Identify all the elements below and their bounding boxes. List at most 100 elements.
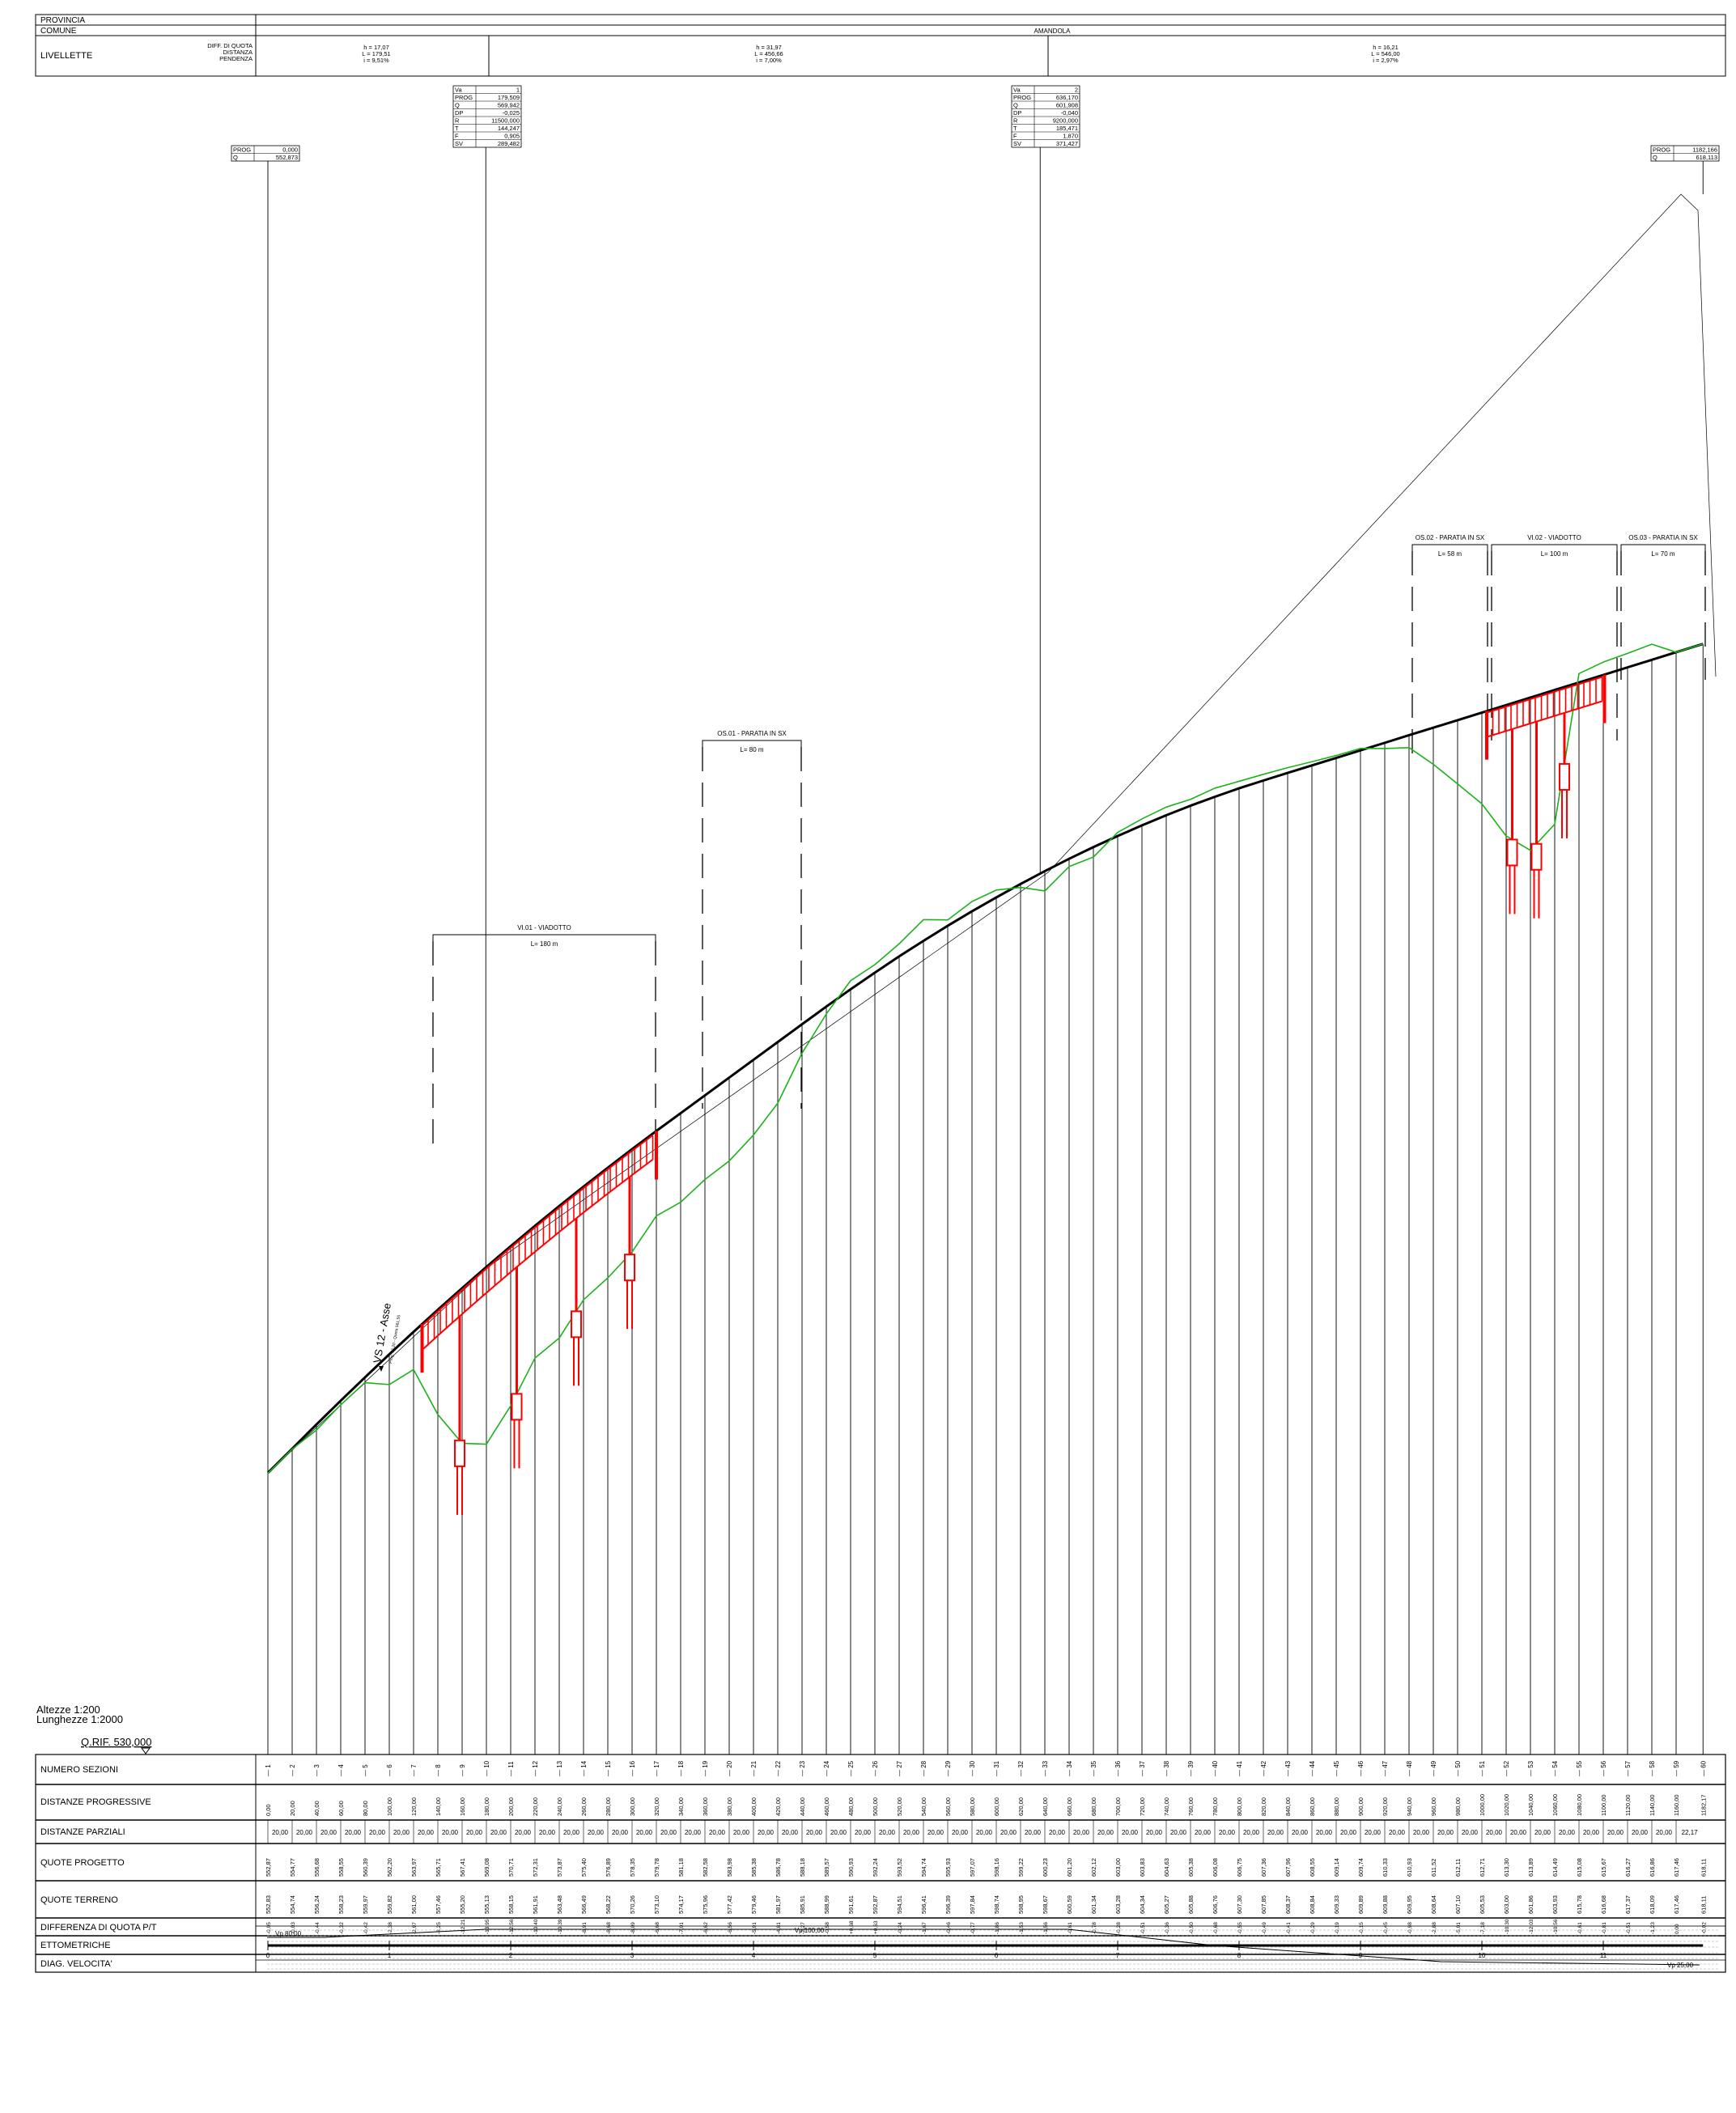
svg-text:ETTOMETRICHE: ETTOMETRICHE (40, 1941, 111, 1950)
svg-text:L = 456,66: L = 456,66 (754, 50, 783, 57)
datum-label: Q.RIF. 530,000 (81, 1736, 151, 1754)
pile (456, 1466, 458, 1515)
table-cell-partial: 20,00 (1559, 1829, 1576, 1836)
table-cell-project-height: 605,38 (1187, 1858, 1195, 1877)
table-cell-difference: -1,56 (1043, 1922, 1049, 1934)
abutment (655, 1131, 658, 1180)
table-cell-difference: -0,78 (1092, 1922, 1097, 1934)
table-cell-terrain-height: 570,26 (629, 1895, 636, 1914)
table-cell-partial: 20,00 (1510, 1829, 1527, 1836)
table-cell-partial: 20,00 (320, 1829, 337, 1836)
table-cell-partial: 20,00 (1267, 1829, 1284, 1836)
vertex-key: Va (1013, 87, 1021, 94)
pier (516, 1267, 518, 1394)
table-cell-difference: -0,24 (898, 1922, 903, 1934)
table-cell-difference: -0,98 (1407, 1922, 1413, 1934)
table-cell-project-height: 570,71 (507, 1858, 515, 1877)
table-cell-section: — 13 (556, 1760, 563, 1776)
table-cell-terrain-height: 561,91 (532, 1895, 539, 1914)
table-cell-section: — 48 (1406, 1760, 1413, 1776)
table-cell-section: — 52 (1503, 1760, 1510, 1776)
table-cell-section: — 41 (1236, 1760, 1243, 1776)
abutment (420, 1324, 424, 1373)
table-cell-difference: -5,91 (752, 1922, 758, 1934)
table-cell-partial: 20,00 (418, 1829, 435, 1836)
table-cell-progressive: 340,00 (677, 1797, 685, 1816)
table-cell-partial: 20,00 (393, 1829, 410, 1836)
table-cell-difference: -1,23 (1650, 1922, 1656, 1934)
viaduct (420, 1131, 658, 1515)
structure-name: OS.02 - PARATIA IN SX (1416, 534, 1485, 541)
vertex-key: DP (455, 109, 463, 117)
table-cell-progressive: 600,00 (993, 1797, 1000, 1816)
ettometrica-label: 7 (1116, 1952, 1120, 1959)
table-cell-section: — 51 (1479, 1760, 1486, 1776)
table-cell-terrain-height: 557,46 (435, 1895, 442, 1914)
ettometrica-label: 11 (1600, 1952, 1607, 1959)
table-cell-section: — 19 (702, 1760, 709, 1776)
table-cell-section: — 26 (872, 1760, 879, 1776)
table-cell-progressive: 880,00 (1333, 1797, 1340, 1816)
table-cell-project-height: 601,20 (1066, 1858, 1073, 1877)
table-cell-progressive: 1140,00 (1649, 1794, 1656, 1816)
table-cell-partial: 20,00 (1486, 1829, 1503, 1836)
table-cell-partial: 20,00 (1413, 1829, 1430, 1836)
vertex-key: R (1013, 117, 1018, 125)
table-cell-difference: -0,51 (1626, 1922, 1632, 1934)
table-cell-partial: 20,00 (976, 1829, 993, 1836)
vertex-value: 11500,000 (491, 117, 520, 125)
table-cell-difference: -12,03 (1529, 1919, 1534, 1934)
vertex-value: 552,873 (276, 154, 298, 161)
table-cell-progressive: 1000,00 (1479, 1794, 1486, 1816)
viaducts (420, 674, 1607, 1515)
table-cell-terrain-height: 601,86 (1527, 1895, 1534, 1914)
table-cell-terrain-height: 608,37 (1284, 1895, 1292, 1914)
pier (1535, 721, 1538, 844)
table-cell-progressive: 480,00 (847, 1797, 855, 1816)
plinth (624, 1254, 635, 1282)
table-cell-difference: -0,77 (970, 1922, 976, 1934)
table-cell-difference: -0,36 (1165, 1922, 1170, 1934)
table-cell-difference: -0,28 (1116, 1922, 1122, 1934)
table-cell-partial: 20,00 (612, 1829, 629, 1836)
vertex-key: F (455, 133, 459, 140)
table-cell-section: — 18 (677, 1760, 685, 1776)
table-cell-partial: 20,00 (1534, 1829, 1551, 1836)
svg-text:QUOTE PROGETTO: QUOTE PROGETTO (40, 1858, 125, 1868)
table-cell-project-height: 609,14 (1333, 1858, 1340, 1877)
table-cell-progressive: 40,00 (313, 1801, 320, 1816)
vertex-value: 618,113 (1696, 154, 1717, 161)
table-cell-progressive: 1040,00 (1527, 1794, 1534, 1816)
table-cell-progressive: 420,00 (775, 1797, 782, 1816)
structure-bracket: OS.03 - PARATIA IN SX L= 70 m (1620, 534, 1706, 680)
vertex-key: PROG (233, 146, 251, 154)
ettometrica-label: 8 (1237, 1952, 1242, 1959)
table-cell-progressive: 700,00 (1114, 1797, 1122, 1816)
ettometrica-label: 1 (388, 1952, 392, 1959)
table-cell-partial: 20,00 (1097, 1829, 1114, 1836)
vertex-boxes: PROG 0,000 Q 552,873 Va 1 PROG 179,509 Q 569,942 D… (231, 85, 1720, 1473)
vertex-key: PROG (1653, 146, 1670, 154)
plinth (511, 1393, 523, 1421)
vertex-box: PROG 0,000 Q 552,873 (231, 145, 300, 1473)
abutment (1485, 711, 1488, 760)
table-cell-difference: -8,68 (606, 1922, 612, 1934)
table-cell-project-height: 569,08 (483, 1858, 490, 1877)
table-cell-terrain-height: 609,88 (1382, 1895, 1389, 1914)
table-cell-progressive: 20,00 (289, 1801, 296, 1816)
table-cell-difference: -12,21 (461, 1919, 466, 1934)
table-cell-terrain-height: 574,17 (677, 1895, 685, 1914)
pile (513, 1419, 516, 1469)
table-cell-partial: 20,00 (1656, 1829, 1673, 1836)
table-cell-project-height: 615,67 (1600, 1858, 1607, 1877)
table-cell-difference: -0,68 (1213, 1922, 1219, 1934)
table-cell-section: — 31 (993, 1760, 1000, 1776)
table-cell-project-height: 617,46 (1673, 1858, 1680, 1877)
vertex-key: Q (233, 154, 238, 161)
table-cell-section: — 49 (1430, 1760, 1437, 1776)
table-cell-progressive: 640,00 (1042, 1797, 1049, 1816)
vertex-value: 601,908 (1056, 102, 1078, 109)
table-cell-difference: 0,00 (1674, 1924, 1680, 1934)
table-cell-project-height: 610,93 (1406, 1858, 1413, 1877)
table-cell-section: — 22 (775, 1760, 782, 1776)
